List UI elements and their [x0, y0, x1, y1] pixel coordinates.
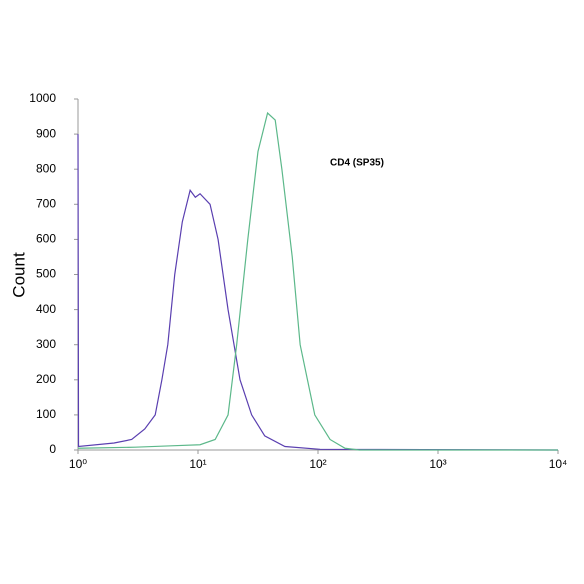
histogram-line — [77, 134, 559, 451]
y-tick-label: 100 — [36, 407, 56, 421]
x-tick-label: 10² — [309, 457, 326, 471]
y-tick-label: 200 — [36, 372, 56, 386]
y-tick-label: 900 — [36, 126, 56, 140]
annotation: CD4 (SP35) — [330, 158, 384, 169]
y-tick-label: 0 — [49, 442, 56, 456]
y-tick-label: 400 — [36, 302, 56, 316]
x-tick-label: 10⁰ — [69, 457, 87, 471]
x-tick-label: 10⁴ — [549, 457, 568, 471]
x-tick-label: 10¹ — [189, 457, 206, 471]
x-tick-label: 10³ — [429, 457, 446, 471]
histogram-line — [77, 111, 558, 451]
y-tick-label: 300 — [36, 337, 56, 351]
y-tick-label: 600 — [36, 232, 56, 246]
y-tick-label: 500 — [36, 267, 56, 281]
y-axis-label: Count — [9, 252, 28, 298]
y-tick-label: 700 — [36, 196, 56, 210]
y-tick-label: 800 — [36, 161, 56, 175]
y-tick-label: 1000 — [29, 91, 56, 105]
